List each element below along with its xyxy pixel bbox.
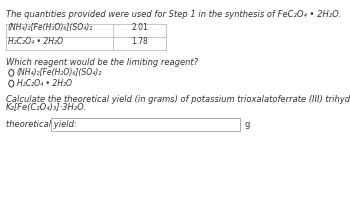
- Text: K₂[Fe(C₂O₄)₃]·3H₂O.: K₂[Fe(C₂O₄)₃]·3H₂O.: [6, 103, 86, 112]
- Text: Calculate the theoretical yield (in grams) of potassium trioxalatoferrate (III) : Calculate the theoretical yield (in gram…: [6, 95, 350, 104]
- Text: Which reagent would be the limiting reagent?: Which reagent would be the limiting reag…: [6, 58, 198, 67]
- Text: H₂C₂O₄ • 2H₂O: H₂C₂O₄ • 2H₂O: [17, 79, 72, 88]
- Text: 1.78: 1.78: [132, 37, 148, 46]
- Text: theoretical yield:: theoretical yield:: [6, 120, 77, 129]
- Text: (NH₄)₂[Fe(H₂O)₆](SO₄)₂: (NH₄)₂[Fe(H₂O)₆](SO₄)₂: [17, 68, 102, 77]
- Text: The quantities provided were used for Step 1 in the synthesis of FeC₂O₄ • 2H₂O.: The quantities provided were used for St…: [6, 10, 341, 19]
- Text: 2.01: 2.01: [132, 23, 148, 32]
- Text: H₂C₂O₄ • 2H₂O: H₂C₂O₄ • 2H₂O: [8, 37, 63, 46]
- Text: (NH₄)₂[Fe(H₂O)₆](SO₄)₂: (NH₄)₂[Fe(H₂O)₆](SO₄)₂: [8, 23, 93, 32]
- Text: g: g: [245, 120, 250, 129]
- FancyBboxPatch shape: [51, 118, 239, 131]
